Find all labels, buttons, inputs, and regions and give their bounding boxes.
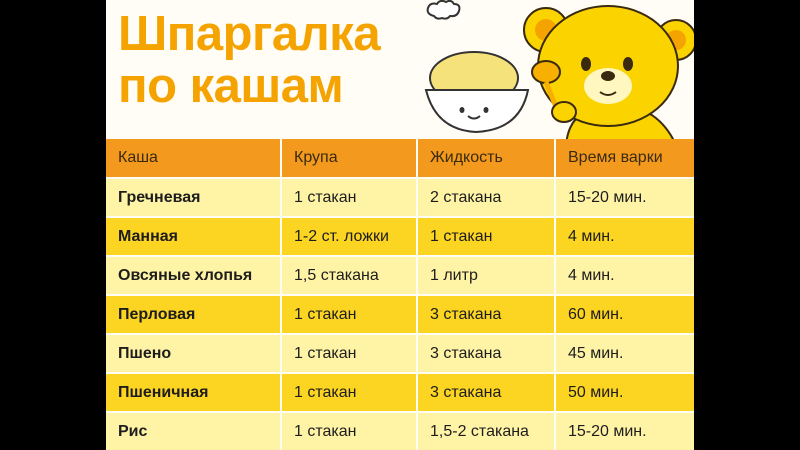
- cell-grain: 1,5 стакана: [281, 255, 418, 295]
- cell-liquid: 3 стакана: [417, 372, 556, 412]
- table-row: Пшеничная 1 стакан 3 стакана 50 мин.: [106, 372, 694, 412]
- cheat-sheet-card: Шпаргалка по кашам: [106, 0, 694, 450]
- porridge-bowl-icon: [424, 51, 530, 134]
- spoon-icon: [531, 60, 577, 123]
- cell-name: Манная: [106, 216, 282, 256]
- bear-icon: [523, 5, 694, 145]
- cell-time: 15-20 мин.: [555, 411, 694, 450]
- page-title: Шпаргалка по кашам: [118, 7, 381, 113]
- table-row: Овсяные хлопья 1,5 стакана 1 литр 4 мин.: [106, 255, 694, 295]
- title-line-2: по кашам: [118, 59, 344, 113]
- cell-grain: 1-2 ст. ложки: [281, 216, 418, 256]
- steam-cloud-icon: [426, 0, 461, 20]
- cell-name: Пшеничная: [106, 372, 282, 412]
- cell-liquid: 3 стакана: [417, 294, 556, 334]
- cell-name: Перловая: [106, 294, 282, 334]
- cell-grain: 1 стакан: [281, 294, 418, 334]
- cell-liquid: 1 литр: [417, 255, 556, 295]
- header-krupa: Крупа: [281, 139, 418, 178]
- cell-grain: 1 стакан: [281, 411, 418, 450]
- cell-grain: 1 стакан: [281, 177, 418, 217]
- porridge-table: Каша Крупа Жидкость Время варки Гречнева…: [106, 139, 694, 450]
- table-row: Рис 1 стакан 1,5-2 стакана 15-20 мин.: [106, 411, 694, 450]
- cell-name: Овсяные хлопья: [106, 255, 282, 295]
- cell-liquid: 2 стакана: [417, 177, 556, 217]
- header-kasha: Каша: [106, 139, 282, 178]
- table-row: Перловая 1 стакан 3 стакана 60 мин.: [106, 294, 694, 334]
- cell-time: 45 мин.: [555, 333, 694, 373]
- cell-time: 15-20 мин.: [555, 177, 694, 217]
- cell-name: Гречневая: [106, 177, 282, 217]
- table-row: Пшено 1 стакан 3 стакана 45 мин.: [106, 333, 694, 373]
- cell-grain: 1 стакан: [281, 333, 418, 373]
- cell-time: 4 мин.: [555, 255, 694, 295]
- table-header-row: Каша Крупа Жидкость Время варки: [106, 139, 694, 178]
- cell-time: 60 мин.: [555, 294, 694, 334]
- cell-time: 50 мин.: [555, 372, 694, 412]
- cell-liquid: 3 стакана: [417, 333, 556, 373]
- cell-grain: 1 стакан: [281, 372, 418, 412]
- header-liquid: Жидкость: [417, 139, 556, 178]
- cell-name: Пшено: [106, 333, 282, 373]
- cell-time: 4 мин.: [555, 216, 694, 256]
- table-row: Гречневая 1 стакан 2 стакана 15-20 мин.: [106, 177, 694, 217]
- cell-liquid: 1,5-2 стакана: [417, 411, 556, 450]
- title-line-1: Шпаргалка: [118, 7, 381, 61]
- cell-liquid: 1 стакан: [417, 216, 556, 256]
- illustration: [424, 0, 694, 145]
- table-row: Манная 1-2 ст. ложки 1 стакан 4 мин.: [106, 216, 694, 256]
- cell-name: Рис: [106, 411, 282, 450]
- header-cook-time: Время варки: [555, 139, 694, 178]
